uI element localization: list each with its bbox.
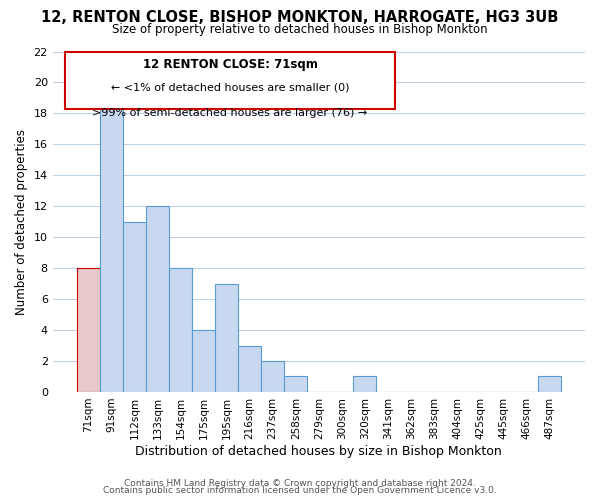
- Bar: [261, 361, 284, 392]
- Bar: [215, 284, 238, 392]
- Bar: [123, 222, 146, 392]
- Bar: [238, 346, 261, 392]
- FancyBboxPatch shape: [65, 52, 395, 109]
- Bar: [100, 98, 123, 392]
- Text: 12 RENTON CLOSE: 71sqm: 12 RENTON CLOSE: 71sqm: [143, 58, 317, 71]
- Text: >99% of semi-detached houses are larger (76) →: >99% of semi-detached houses are larger …: [92, 108, 368, 118]
- Text: Size of property relative to detached houses in Bishop Monkton: Size of property relative to detached ho…: [112, 22, 488, 36]
- Bar: [353, 376, 376, 392]
- Text: Contains HM Land Registry data © Crown copyright and database right 2024.: Contains HM Land Registry data © Crown c…: [124, 478, 476, 488]
- Bar: [146, 206, 169, 392]
- Bar: [169, 268, 192, 392]
- Y-axis label: Number of detached properties: Number of detached properties: [15, 128, 28, 314]
- Bar: [284, 376, 307, 392]
- X-axis label: Distribution of detached houses by size in Bishop Monkton: Distribution of detached houses by size …: [136, 444, 502, 458]
- Text: Contains public sector information licensed under the Open Government Licence v3: Contains public sector information licen…: [103, 486, 497, 495]
- Text: 12, RENTON CLOSE, BISHOP MONKTON, HARROGATE, HG3 3UB: 12, RENTON CLOSE, BISHOP MONKTON, HARROG…: [41, 10, 559, 25]
- Bar: [77, 268, 100, 392]
- Text: ← <1% of detached houses are smaller (0): ← <1% of detached houses are smaller (0): [111, 82, 349, 92]
- Bar: [538, 376, 561, 392]
- Bar: [192, 330, 215, 392]
